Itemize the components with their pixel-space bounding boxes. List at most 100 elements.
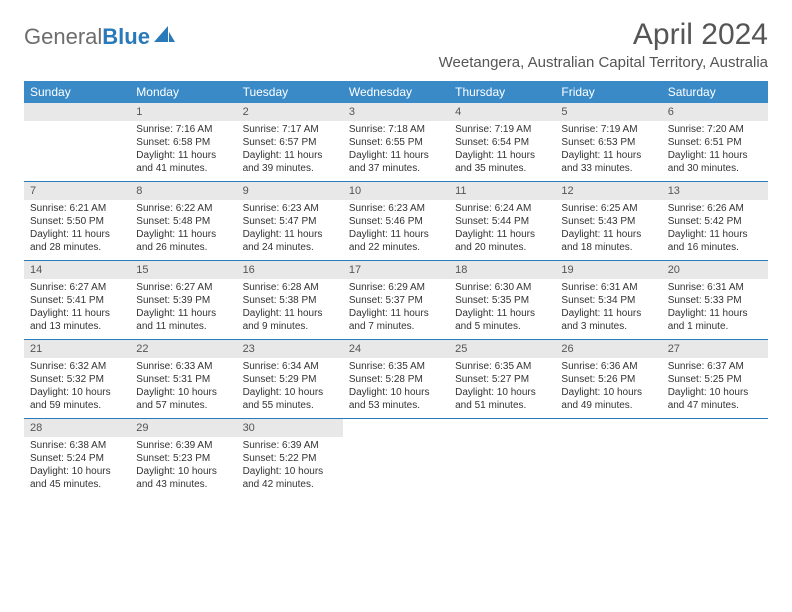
day-number: 23 (237, 340, 343, 358)
daylight-text: Daylight: 10 hours and 43 minutes. (136, 465, 230, 491)
day-cell: 10Sunrise: 6:23 AMSunset: 5:46 PMDayligh… (343, 182, 449, 260)
day-body: Sunrise: 7:19 AMSunset: 6:54 PMDaylight:… (449, 121, 555, 181)
sunset-text: Sunset: 5:33 PM (668, 294, 762, 307)
day-cell: 20Sunrise: 6:31 AMSunset: 5:33 PMDayligh… (662, 261, 768, 339)
daylight-text: Daylight: 11 hours and 20 minutes. (455, 228, 549, 254)
sunset-text: Sunset: 6:54 PM (455, 136, 549, 149)
sunset-text: Sunset: 6:57 PM (243, 136, 337, 149)
sunrise-text: Sunrise: 6:31 AM (668, 281, 762, 294)
day-cell: 25Sunrise: 6:35 AMSunset: 5:27 PMDayligh… (449, 340, 555, 418)
daylight-text: Daylight: 11 hours and 13 minutes. (30, 307, 124, 333)
day-cell: 3Sunrise: 7:18 AMSunset: 6:55 PMDaylight… (343, 103, 449, 181)
day-cell: 13Sunrise: 6:26 AMSunset: 5:42 PMDayligh… (662, 182, 768, 260)
day-number: 13 (662, 182, 768, 200)
sunrise-text: Sunrise: 6:34 AM (243, 360, 337, 373)
sunset-text: Sunset: 5:23 PM (136, 452, 230, 465)
day-body (449, 437, 555, 445)
day-body: Sunrise: 7:19 AMSunset: 6:53 PMDaylight:… (555, 121, 661, 181)
day-body: Sunrise: 6:30 AMSunset: 5:35 PMDaylight:… (449, 279, 555, 339)
day-number: 10 (343, 182, 449, 200)
day-cell: 4Sunrise: 7:19 AMSunset: 6:54 PMDaylight… (449, 103, 555, 181)
day-number: 14 (24, 261, 130, 279)
day-body (343, 437, 449, 445)
brand-name: GeneralBlue (24, 24, 150, 50)
day-cell: 11Sunrise: 6:24 AMSunset: 5:44 PMDayligh… (449, 182, 555, 260)
day-cell: 28Sunrise: 6:38 AMSunset: 5:24 PMDayligh… (24, 419, 130, 497)
sunrise-text: Sunrise: 7:19 AM (455, 123, 549, 136)
title-block: April 2024 Weetangera, Australian Capita… (439, 18, 768, 71)
day-number (343, 419, 449, 437)
day-body: Sunrise: 6:28 AMSunset: 5:38 PMDaylight:… (237, 279, 343, 339)
daylight-text: Daylight: 10 hours and 55 minutes. (243, 386, 337, 412)
sunrise-text: Sunrise: 6:29 AM (349, 281, 443, 294)
sunrise-text: Sunrise: 6:36 AM (561, 360, 655, 373)
day-body: Sunrise: 7:17 AMSunset: 6:57 PMDaylight:… (237, 121, 343, 181)
sunset-text: Sunset: 6:51 PM (668, 136, 762, 149)
day-cell: 24Sunrise: 6:35 AMSunset: 5:28 PMDayligh… (343, 340, 449, 418)
day-cell: 9Sunrise: 6:23 AMSunset: 5:47 PMDaylight… (237, 182, 343, 260)
day-number (449, 419, 555, 437)
day-cell (24, 103, 130, 181)
day-number: 17 (343, 261, 449, 279)
daylight-text: Daylight: 11 hours and 18 minutes. (561, 228, 655, 254)
day-number: 16 (237, 261, 343, 279)
day-cell (343, 419, 449, 497)
day-number: 4 (449, 103, 555, 121)
daylight-text: Daylight: 11 hours and 41 minutes. (136, 149, 230, 175)
day-cell: 26Sunrise: 6:36 AMSunset: 5:26 PMDayligh… (555, 340, 661, 418)
daylight-text: Daylight: 11 hours and 28 minutes. (30, 228, 124, 254)
daylight-text: Daylight: 11 hours and 5 minutes. (455, 307, 549, 333)
day-number: 25 (449, 340, 555, 358)
day-number (555, 419, 661, 437)
daylight-text: Daylight: 11 hours and 33 minutes. (561, 149, 655, 175)
week-row: 21Sunrise: 6:32 AMSunset: 5:32 PMDayligh… (24, 340, 768, 419)
day-body: Sunrise: 6:39 AMSunset: 5:22 PMDaylight:… (237, 437, 343, 497)
sunset-text: Sunset: 5:26 PM (561, 373, 655, 386)
day-body: Sunrise: 6:22 AMSunset: 5:48 PMDaylight:… (130, 200, 236, 260)
sunrise-text: Sunrise: 7:18 AM (349, 123, 443, 136)
week-row: 7Sunrise: 6:21 AMSunset: 5:50 PMDaylight… (24, 182, 768, 261)
sunrise-text: Sunrise: 6:38 AM (30, 439, 124, 452)
day-cell: 12Sunrise: 6:25 AMSunset: 5:43 PMDayligh… (555, 182, 661, 260)
day-cell: 14Sunrise: 6:27 AMSunset: 5:41 PMDayligh… (24, 261, 130, 339)
day-body: Sunrise: 6:27 AMSunset: 5:41 PMDaylight:… (24, 279, 130, 339)
day-body: Sunrise: 6:23 AMSunset: 5:47 PMDaylight:… (237, 200, 343, 260)
sunset-text: Sunset: 5:50 PM (30, 215, 124, 228)
sunrise-text: Sunrise: 6:27 AM (136, 281, 230, 294)
day-header-thu: Thursday (449, 81, 555, 103)
day-cell: 1Sunrise: 7:16 AMSunset: 6:58 PMDaylight… (130, 103, 236, 181)
sunrise-text: Sunrise: 7:20 AM (668, 123, 762, 136)
daylight-text: Daylight: 11 hours and 24 minutes. (243, 228, 337, 254)
daylight-text: Daylight: 10 hours and 42 minutes. (243, 465, 337, 491)
day-number: 28 (24, 419, 130, 437)
sail-icon (154, 26, 176, 49)
sunset-text: Sunset: 5:46 PM (349, 215, 443, 228)
week-row: 14Sunrise: 6:27 AMSunset: 5:41 PMDayligh… (24, 261, 768, 340)
day-cell: 30Sunrise: 6:39 AMSunset: 5:22 PMDayligh… (237, 419, 343, 497)
day-body: Sunrise: 6:23 AMSunset: 5:46 PMDaylight:… (343, 200, 449, 260)
day-body (662, 437, 768, 445)
day-cell: 16Sunrise: 6:28 AMSunset: 5:38 PMDayligh… (237, 261, 343, 339)
day-header-tue: Tuesday (237, 81, 343, 103)
day-cell: 7Sunrise: 6:21 AMSunset: 5:50 PMDaylight… (24, 182, 130, 260)
day-body: Sunrise: 6:38 AMSunset: 5:24 PMDaylight:… (24, 437, 130, 497)
daylight-text: Daylight: 10 hours and 57 minutes. (136, 386, 230, 412)
day-body: Sunrise: 6:35 AMSunset: 5:28 PMDaylight:… (343, 358, 449, 418)
day-cell: 18Sunrise: 6:30 AMSunset: 5:35 PMDayligh… (449, 261, 555, 339)
day-number: 19 (555, 261, 661, 279)
day-number: 30 (237, 419, 343, 437)
day-body (24, 121, 130, 129)
sunrise-text: Sunrise: 6:28 AM (243, 281, 337, 294)
day-header-sat: Saturday (662, 81, 768, 103)
day-number: 27 (662, 340, 768, 358)
week-row: 28Sunrise: 6:38 AMSunset: 5:24 PMDayligh… (24, 419, 768, 497)
day-body: Sunrise: 6:26 AMSunset: 5:42 PMDaylight:… (662, 200, 768, 260)
sunset-text: Sunset: 5:22 PM (243, 452, 337, 465)
week-row: 1Sunrise: 7:16 AMSunset: 6:58 PMDaylight… (24, 103, 768, 182)
day-body (555, 437, 661, 445)
day-number: 2 (237, 103, 343, 121)
day-number: 29 (130, 419, 236, 437)
daylight-text: Daylight: 11 hours and 26 minutes. (136, 228, 230, 254)
day-body: Sunrise: 6:37 AMSunset: 5:25 PMDaylight:… (662, 358, 768, 418)
day-cell: 2Sunrise: 7:17 AMSunset: 6:57 PMDaylight… (237, 103, 343, 181)
